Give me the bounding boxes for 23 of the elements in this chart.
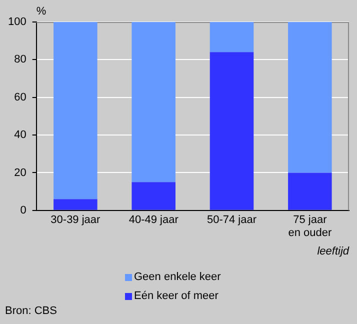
y-tick-label: 100 [8,16,26,28]
text: Bron: CBS [5,305,57,317]
bar [132,182,176,210]
x-tick-label: 75 jaar en ouder [288,214,332,240]
x-tick-label: 50-74 jaar [206,214,257,226]
bar [210,52,254,210]
y-tick-label: 60 [14,91,26,104]
legend-label: Eén keer of meer [134,289,218,304]
y-axis-title: % [36,6,46,18]
y-tick-label: 80 [14,54,26,66]
y-tick-label: 40 [14,129,26,142]
x-tick-label: 40-49 jaar [128,214,179,226]
bar [288,172,332,210]
bar [54,22,98,200]
bar [132,22,176,182]
legend-label: Geen enkele keer [134,270,221,285]
bar [288,22,332,173]
bar [210,22,254,52]
bar [54,199,98,210]
x-tick-label: 30-39 jaar [50,214,101,226]
y-tick-label: 0 [20,204,26,216]
y-tick-label: 20 [14,166,26,179]
x-axis-title: leeftijd [317,245,350,258]
